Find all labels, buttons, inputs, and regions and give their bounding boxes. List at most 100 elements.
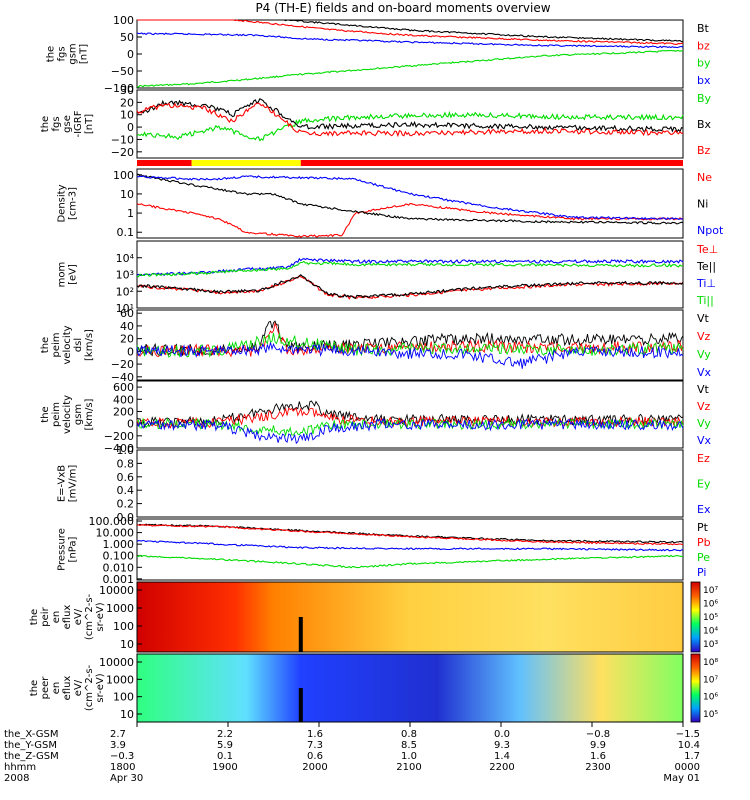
- status-bar: [137, 160, 683, 166]
- y-tick-label: 1: [127, 207, 134, 220]
- y-tick-label: 0.1: [117, 226, 135, 239]
- footer-value: 2.2: [217, 729, 233, 740]
- legend-label: Vt: [697, 383, 710, 396]
- y-tick-label: 200: [113, 405, 134, 418]
- y-tick-label: 60: [120, 307, 134, 320]
- legend-label: Ti||: [696, 294, 714, 307]
- y-axis-label: [nT]: [79, 44, 90, 64]
- footer-value: 0.8: [401, 729, 417, 740]
- y-axis-label: peim: [51, 332, 62, 357]
- legend-label: Ne: [697, 171, 712, 184]
- legend-label: bx: [697, 74, 711, 87]
- y-tick-label: 20: [120, 96, 134, 109]
- y-axis-label: Pressure: [57, 528, 68, 571]
- y-tick-label: 0: [127, 121, 134, 134]
- y-tick-label: −50: [111, 65, 134, 78]
- y-axis-label: eflux: [62, 605, 73, 630]
- y-axis-label: (cm^2-s-: [84, 593, 95, 640]
- panel-frame: [136, 89, 684, 159]
- y-tick-label: 30: [120, 84, 134, 97]
- y-axis-label: mom: [57, 262, 68, 288]
- legend-label: Vy: [697, 417, 711, 430]
- y-axis-label: [cm-3]: [68, 187, 79, 220]
- y-axis-label: the: [40, 406, 51, 422]
- spectrogram-image: [137, 654, 683, 722]
- y-axis-label: gsm: [73, 404, 84, 425]
- panel-frame: [136, 581, 684, 653]
- legend-label: Bz: [697, 144, 711, 157]
- y-axis-label: velocity: [62, 395, 73, 434]
- y-tick-label: 0: [127, 418, 134, 431]
- y-tick-label: 10²: [116, 285, 134, 298]
- legend-label: Bx: [697, 118, 712, 131]
- footer-value: 0.6: [307, 751, 323, 762]
- series-line-Ti⊥: [136, 257, 684, 277]
- y-axis-label: sr-eV): [95, 602, 106, 631]
- footer-value: 8.5: [401, 740, 417, 751]
- y-tick-label: −10: [111, 133, 134, 146]
- y-axis-label: dsl: [73, 338, 84, 352]
- y-tick-label: 0.6: [117, 471, 135, 484]
- y-tick-label: 0.001: [103, 573, 135, 586]
- y-axis-label: [km/s]: [84, 329, 95, 361]
- y-tick-label: 10: [120, 109, 134, 122]
- status-segment: [300, 160, 683, 166]
- footer-value: 2.7: [110, 729, 126, 740]
- legend-label: Pt: [697, 521, 709, 534]
- panel-3: 100 10 1 0.1 Density [cm-3] Ne Ni Npot: [57, 168, 724, 239]
- y-axis-label: gse: [62, 115, 73, 133]
- footer-value: 9.3: [494, 740, 510, 751]
- y-tick-label: 10⁴: [116, 252, 135, 265]
- series-line-bx: [136, 32, 684, 49]
- y-axis-label: E=-VxB: [57, 465, 68, 502]
- legend-label: Ey: [697, 478, 711, 491]
- colorbar-tick-label: 10⁶: [703, 600, 718, 610]
- y-tick-label: 40: [120, 320, 134, 333]
- legend-label: Vz: [697, 400, 711, 413]
- y-tick-label: 10³: [116, 269, 134, 282]
- footer-value: 3.9: [110, 740, 126, 751]
- legend-label: bz: [697, 39, 710, 52]
- y-axis-label: fgs: [51, 116, 62, 131]
- y-axis-label: the: [29, 680, 40, 696]
- y-tick-label: 10000: [99, 584, 134, 597]
- series-line-Bz: [136, 102, 684, 138]
- y-tick-label: −40: [111, 371, 134, 384]
- legend-label: Ex: [697, 503, 711, 516]
- footer-value: Apr 30: [110, 773, 143, 784]
- data-gap-marker: [298, 617, 303, 652]
- colorbar-tick-label: 10⁴: [703, 627, 718, 637]
- legend-label: By: [697, 92, 712, 105]
- y-tick-label: 0.2: [117, 498, 135, 511]
- y-axis-label: the: [46, 46, 57, 62]
- y-axis-label: peir: [40, 606, 51, 626]
- legend-label: Vz: [697, 330, 711, 343]
- y-tick-label: 1.0: [117, 444, 135, 457]
- series-line-Bx: [136, 98, 684, 133]
- panel-frame: [136, 380, 684, 449]
- y-tick-label: −400: [104, 442, 134, 455]
- y-axis-label: (cm^2-s-: [84, 664, 95, 711]
- series-line-Te⊥: [137, 274, 684, 300]
- series-line-Pi: [136, 539, 684, 552]
- y-tick-label: −200: [104, 430, 134, 443]
- footer-value: 10.4: [678, 740, 700, 751]
- y-axis-label: eV/: [73, 608, 84, 625]
- footer-value: 1900: [212, 762, 237, 773]
- legend-label: Te||: [696, 260, 716, 273]
- legend-label: Pi: [697, 566, 706, 579]
- y-tick-label: 100: [113, 691, 134, 704]
- series-line-Npot: [136, 175, 684, 221]
- y-tick-label: 0.4: [117, 484, 135, 497]
- footer-value: 1.0: [401, 751, 417, 762]
- colorbar: [690, 581, 701, 653]
- y-axis-label: Density: [57, 184, 68, 222]
- data-gap-marker: [298, 688, 303, 722]
- footer-value: 1.6: [590, 751, 606, 762]
- panel-1: 100 50 0 −50 −100 the fgs gsm [nT] Bt bz by bx: [46, 14, 711, 95]
- legend-label: Vt: [697, 312, 710, 325]
- y-axis-label: the: [40, 116, 51, 132]
